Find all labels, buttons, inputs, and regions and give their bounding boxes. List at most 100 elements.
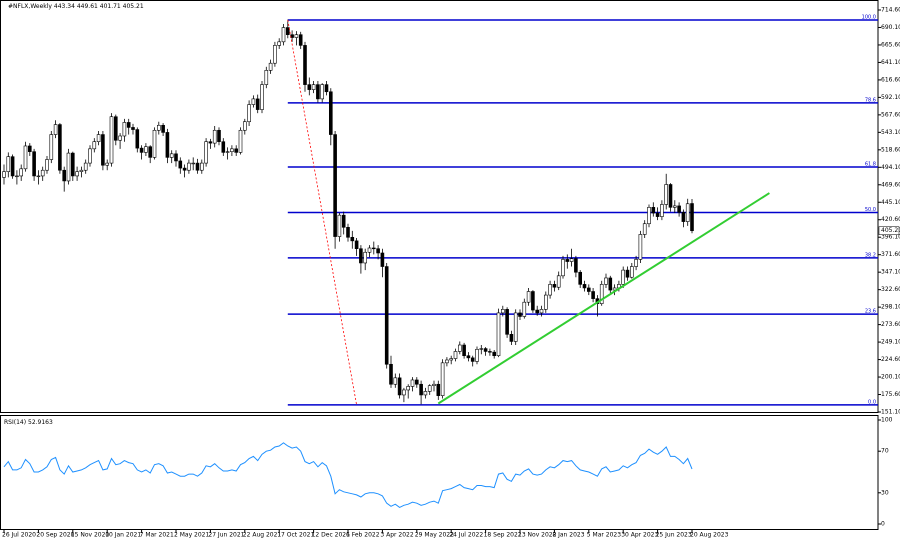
- candle-body: [612, 287, 617, 291]
- candle-body: [221, 141, 226, 153]
- candle-body: [548, 284, 552, 296]
- candle-body: [608, 277, 613, 291]
- y-tick-label: 690.10: [881, 24, 900, 31]
- candle-body: [561, 259, 565, 277]
- candle-body: [152, 129, 157, 158]
- candle-body: [350, 236, 355, 242]
- y-tick-label: 494.10: [881, 164, 900, 171]
- candle-body: [260, 84, 264, 110]
- trendline: [287, 19, 357, 406]
- candle-body: [337, 214, 342, 237]
- rsi-name: RSI(14): [4, 419, 26, 426]
- y-tick-label: 469.60: [881, 181, 900, 188]
- x-tick-label: 6 Feb 2022: [346, 532, 380, 539]
- x-tick-label: 24 Jul 2022: [449, 532, 483, 539]
- candle-body: [569, 258, 574, 262]
- candle-body: [217, 129, 221, 142]
- candle-body: [298, 34, 303, 46]
- x-tick-label: 20 Sep 2020: [36, 532, 74, 539]
- candle-body: [27, 145, 32, 152]
- candle-body: [182, 167, 187, 171]
- candle-body: [281, 27, 286, 43]
- fib-label: 78.6: [865, 97, 876, 103]
- candle-body: [40, 169, 45, 177]
- rsi-line: [3, 442, 693, 508]
- fib-label: 0.0: [868, 399, 876, 405]
- candle-body: [470, 357, 475, 362]
- candle-body: [690, 203, 694, 232]
- y-tick-label: 592.10: [881, 94, 900, 101]
- y-tick-label: 420.60: [881, 216, 900, 223]
- candle-body: [204, 141, 208, 164]
- candle-body: [539, 309, 544, 314]
- y-tick-label: 298.10: [881, 304, 900, 311]
- candle-body: [75, 171, 79, 177]
- candle-body: [83, 162, 88, 171]
- x-tick-label: 3 Apr 2022: [380, 532, 413, 539]
- y-tick-label: 665.60: [881, 41, 900, 48]
- candle-body: [513, 312, 518, 342]
- candle-body: [66, 152, 71, 182]
- y-tick-label: 543.10: [881, 129, 900, 136]
- close-value: 405.21: [123, 3, 144, 10]
- candle-body: [139, 147, 144, 153]
- candle-body: [440, 362, 445, 396]
- candle-body: [328, 91, 333, 135]
- candle-body: [230, 148, 234, 152]
- rsi-value: 52.9163: [28, 419, 53, 426]
- x-tick-label: 17 Oct 2021: [277, 532, 314, 539]
- candle-body: [131, 127, 135, 130]
- candle-body: [445, 359, 449, 364]
- candle-body: [655, 212, 660, 217]
- candle-body: [552, 284, 557, 288]
- candle-body: [212, 129, 217, 144]
- candle-body: [268, 62, 273, 71]
- y-tick-label: 200.10: [881, 374, 900, 381]
- x-tick-label: 15 Nov 2020: [71, 532, 110, 539]
- candle-body: [251, 98, 256, 105]
- candle-body: [324, 84, 329, 93]
- candle-body: [604, 277, 608, 285]
- candle-body: [500, 309, 505, 314]
- candle-body: [423, 391, 428, 396]
- candle-body: [118, 135, 122, 141]
- price-panel-frame: [0, 0, 879, 413]
- candle-body: [135, 129, 140, 149]
- candle-body: [144, 146, 148, 153]
- candle-body: [582, 284, 587, 289]
- candle-body: [320, 84, 325, 100]
- chart-header: #NFLX,Weekly 443.34 449.61 401.71 405.21: [8, 3, 144, 10]
- candle-body: [333, 134, 337, 237]
- candle-body: [109, 116, 114, 164]
- candle-body: [393, 377, 398, 385]
- candle-body: [6, 156, 11, 172]
- y-tick-label: 322.60: [881, 286, 900, 293]
- candle-body: [208, 141, 213, 144]
- candle-body: [19, 168, 24, 177]
- candle-body: [518, 312, 522, 317]
- candle-body: [88, 148, 92, 164]
- x-tick-label: 12 Dec 2021: [312, 532, 351, 539]
- candle-body: [264, 70, 269, 85]
- candle-body: [496, 312, 501, 357]
- fib-label: 23.6: [865, 309, 876, 315]
- candle-body: [410, 379, 415, 387]
- candle-body: [225, 151, 230, 153]
- y-tick-label: 567.60: [881, 111, 900, 118]
- candle-body: [243, 121, 247, 131]
- candle-body: [341, 214, 346, 228]
- candle-body: [285, 27, 290, 35]
- high-value: 449.61: [77, 3, 98, 10]
- candle-body: [45, 159, 49, 171]
- candle-body: [114, 116, 118, 141]
- candle-body: [629, 266, 634, 278]
- candle-body: [457, 344, 462, 352]
- candle-body: [509, 334, 514, 342]
- candle-body: [453, 351, 458, 359]
- candle-body: [247, 104, 251, 123]
- candle-body: [273, 45, 277, 64]
- candle-body: [642, 223, 647, 235]
- x-tick-label: 22 Aug 2021: [243, 532, 282, 539]
- x-tick-label: 25 Jun 2023: [656, 532, 692, 539]
- candle-body: [397, 377, 402, 396]
